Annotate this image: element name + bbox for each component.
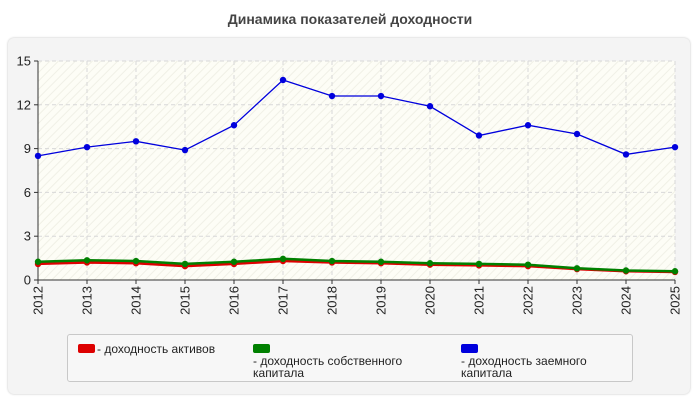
series-equity xyxy=(34,255,679,275)
legend-label-debt: - доходность заемного капитала xyxy=(461,354,587,380)
data-point-debt xyxy=(132,138,140,145)
data-point-debt xyxy=(622,151,630,158)
data-point-equity xyxy=(230,258,238,265)
legend-item-assets: - доходность активов xyxy=(78,343,215,355)
chart-title: Динамика показателей доходности xyxy=(227,11,473,27)
x-tick-label: 2016 xyxy=(227,286,242,315)
data-point-equity xyxy=(671,268,679,275)
data-point-equity xyxy=(524,261,532,268)
legend-swatch-debt xyxy=(461,344,478,353)
legend-label-equity: - доходность собственного капитала xyxy=(253,354,403,380)
series-line-equity xyxy=(37,257,676,273)
data-point-equity xyxy=(181,260,189,268)
y-tick-label: 0 xyxy=(24,273,31,288)
series-line-debt xyxy=(37,79,676,157)
y-tick-label: 6 xyxy=(24,185,31,200)
x-tick-label: 2012 xyxy=(31,286,46,315)
x-tick-label: 2024 xyxy=(619,286,634,315)
data-point-equity xyxy=(622,267,630,274)
data-point-debt xyxy=(230,122,238,129)
legend-item-debt: - доходность заемного капитала xyxy=(461,343,631,379)
data-point-debt xyxy=(671,143,679,151)
series-debt xyxy=(34,76,679,160)
x-tick-label: 2019 xyxy=(374,286,389,315)
series-layer xyxy=(34,76,679,276)
x-tick-label: 2013 xyxy=(80,286,95,315)
x-tick-label: 2021 xyxy=(472,286,487,315)
data-point-equity xyxy=(279,255,287,263)
data-point-debt xyxy=(279,76,287,84)
x-tick-labels: 2012 2013 2014 2015 2016 2017 2018 2019 2020 2021… xyxy=(31,286,683,315)
x-tick-label: 2020 xyxy=(423,286,438,315)
axes xyxy=(34,60,676,284)
plot-area xyxy=(38,61,675,280)
data-point-debt xyxy=(426,103,434,110)
gridlines xyxy=(38,60,676,280)
data-point-debt xyxy=(377,92,385,100)
data-point-debt xyxy=(328,92,336,100)
data-point-equity xyxy=(426,260,434,267)
x-tick-label: 2014 xyxy=(129,286,144,315)
x-tick-label: 2023 xyxy=(570,286,585,315)
data-point-debt xyxy=(475,132,483,139)
data-point-debt xyxy=(83,143,91,151)
data-point-equity xyxy=(132,257,140,265)
legend-swatch-equity xyxy=(253,344,270,353)
y-tick-label: 3 xyxy=(24,229,31,244)
data-point-debt xyxy=(573,130,581,138)
data-point-equity xyxy=(328,257,336,265)
x-tick-label: 2025 xyxy=(668,286,683,315)
data-point-debt xyxy=(181,146,189,154)
data-point-equity xyxy=(475,260,483,268)
data-point-debt xyxy=(34,152,42,160)
y-tick-label: 12 xyxy=(17,97,31,112)
legend-label-assets: - доходность активов xyxy=(97,342,216,356)
data-point-equity xyxy=(377,258,385,265)
y-tick-labels: 0 3 6 9 12 15 xyxy=(17,54,31,288)
x-tick-label: 2022 xyxy=(521,286,536,315)
y-tick-label: 15 xyxy=(17,54,31,69)
data-point-equity xyxy=(34,258,42,265)
legend-swatch-assets xyxy=(78,344,95,353)
data-point-equity xyxy=(573,265,581,272)
data-point-equity xyxy=(83,257,91,264)
legend-item-equity: - доходность собственного капитала xyxy=(253,343,423,379)
data-point-debt xyxy=(524,122,532,129)
y-tick-label: 9 xyxy=(24,141,31,156)
legend: - доходность активов - доходность собств… xyxy=(67,334,633,382)
x-tick-label: 2017 xyxy=(276,286,291,315)
x-tick-label: 2018 xyxy=(325,286,340,315)
x-tick-label: 2015 xyxy=(178,286,193,315)
